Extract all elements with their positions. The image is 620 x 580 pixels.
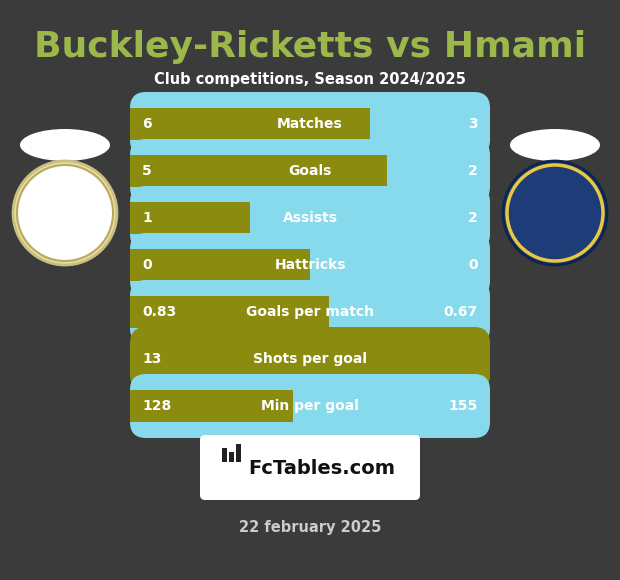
Text: 128: 128 (142, 399, 171, 413)
Text: 3: 3 (468, 117, 478, 131)
Text: 0.83: 0.83 (142, 305, 176, 319)
FancyBboxPatch shape (130, 280, 490, 344)
Text: Assists: Assists (283, 211, 337, 225)
FancyBboxPatch shape (130, 186, 490, 250)
Circle shape (17, 165, 113, 261)
Text: 22 february 2025: 22 february 2025 (239, 520, 381, 535)
FancyBboxPatch shape (130, 374, 490, 438)
FancyBboxPatch shape (222, 448, 227, 462)
Text: Goals per match: Goals per match (246, 305, 374, 319)
Ellipse shape (510, 129, 600, 161)
Text: 2: 2 (468, 164, 478, 178)
Text: 1: 1 (142, 211, 152, 225)
Text: 2: 2 (468, 211, 478, 225)
Text: Club competitions, Season 2024/2025: Club competitions, Season 2024/2025 (154, 72, 466, 87)
Text: Matches: Matches (277, 117, 343, 131)
Text: 13: 13 (142, 352, 161, 366)
Text: Goals: Goals (288, 164, 332, 178)
FancyBboxPatch shape (130, 280, 490, 344)
Text: 0: 0 (468, 258, 478, 272)
FancyBboxPatch shape (130, 374, 490, 438)
FancyBboxPatch shape (130, 92, 490, 156)
Circle shape (503, 161, 607, 265)
FancyBboxPatch shape (130, 186, 490, 250)
Text: 0.67: 0.67 (444, 305, 478, 319)
Text: Shots per goal: Shots per goal (253, 352, 367, 366)
Text: Min per goal: Min per goal (261, 399, 359, 413)
FancyBboxPatch shape (130, 92, 490, 156)
FancyBboxPatch shape (130, 139, 490, 203)
FancyBboxPatch shape (130, 233, 490, 297)
Text: 5: 5 (142, 164, 152, 178)
Text: 155: 155 (449, 399, 478, 413)
Text: 6: 6 (142, 117, 152, 131)
Circle shape (507, 165, 603, 261)
Text: Hattricks: Hattricks (274, 258, 346, 272)
FancyBboxPatch shape (130, 327, 490, 391)
FancyBboxPatch shape (200, 435, 420, 500)
Ellipse shape (20, 129, 110, 161)
FancyBboxPatch shape (130, 139, 490, 203)
Text: FcTables.com: FcTables.com (248, 459, 395, 477)
FancyBboxPatch shape (130, 233, 490, 297)
Text: 0: 0 (142, 258, 152, 272)
Circle shape (13, 161, 117, 265)
Text: Buckley-Ricketts vs Hmami: Buckley-Ricketts vs Hmami (34, 30, 586, 64)
FancyBboxPatch shape (236, 444, 241, 462)
FancyBboxPatch shape (229, 452, 234, 462)
